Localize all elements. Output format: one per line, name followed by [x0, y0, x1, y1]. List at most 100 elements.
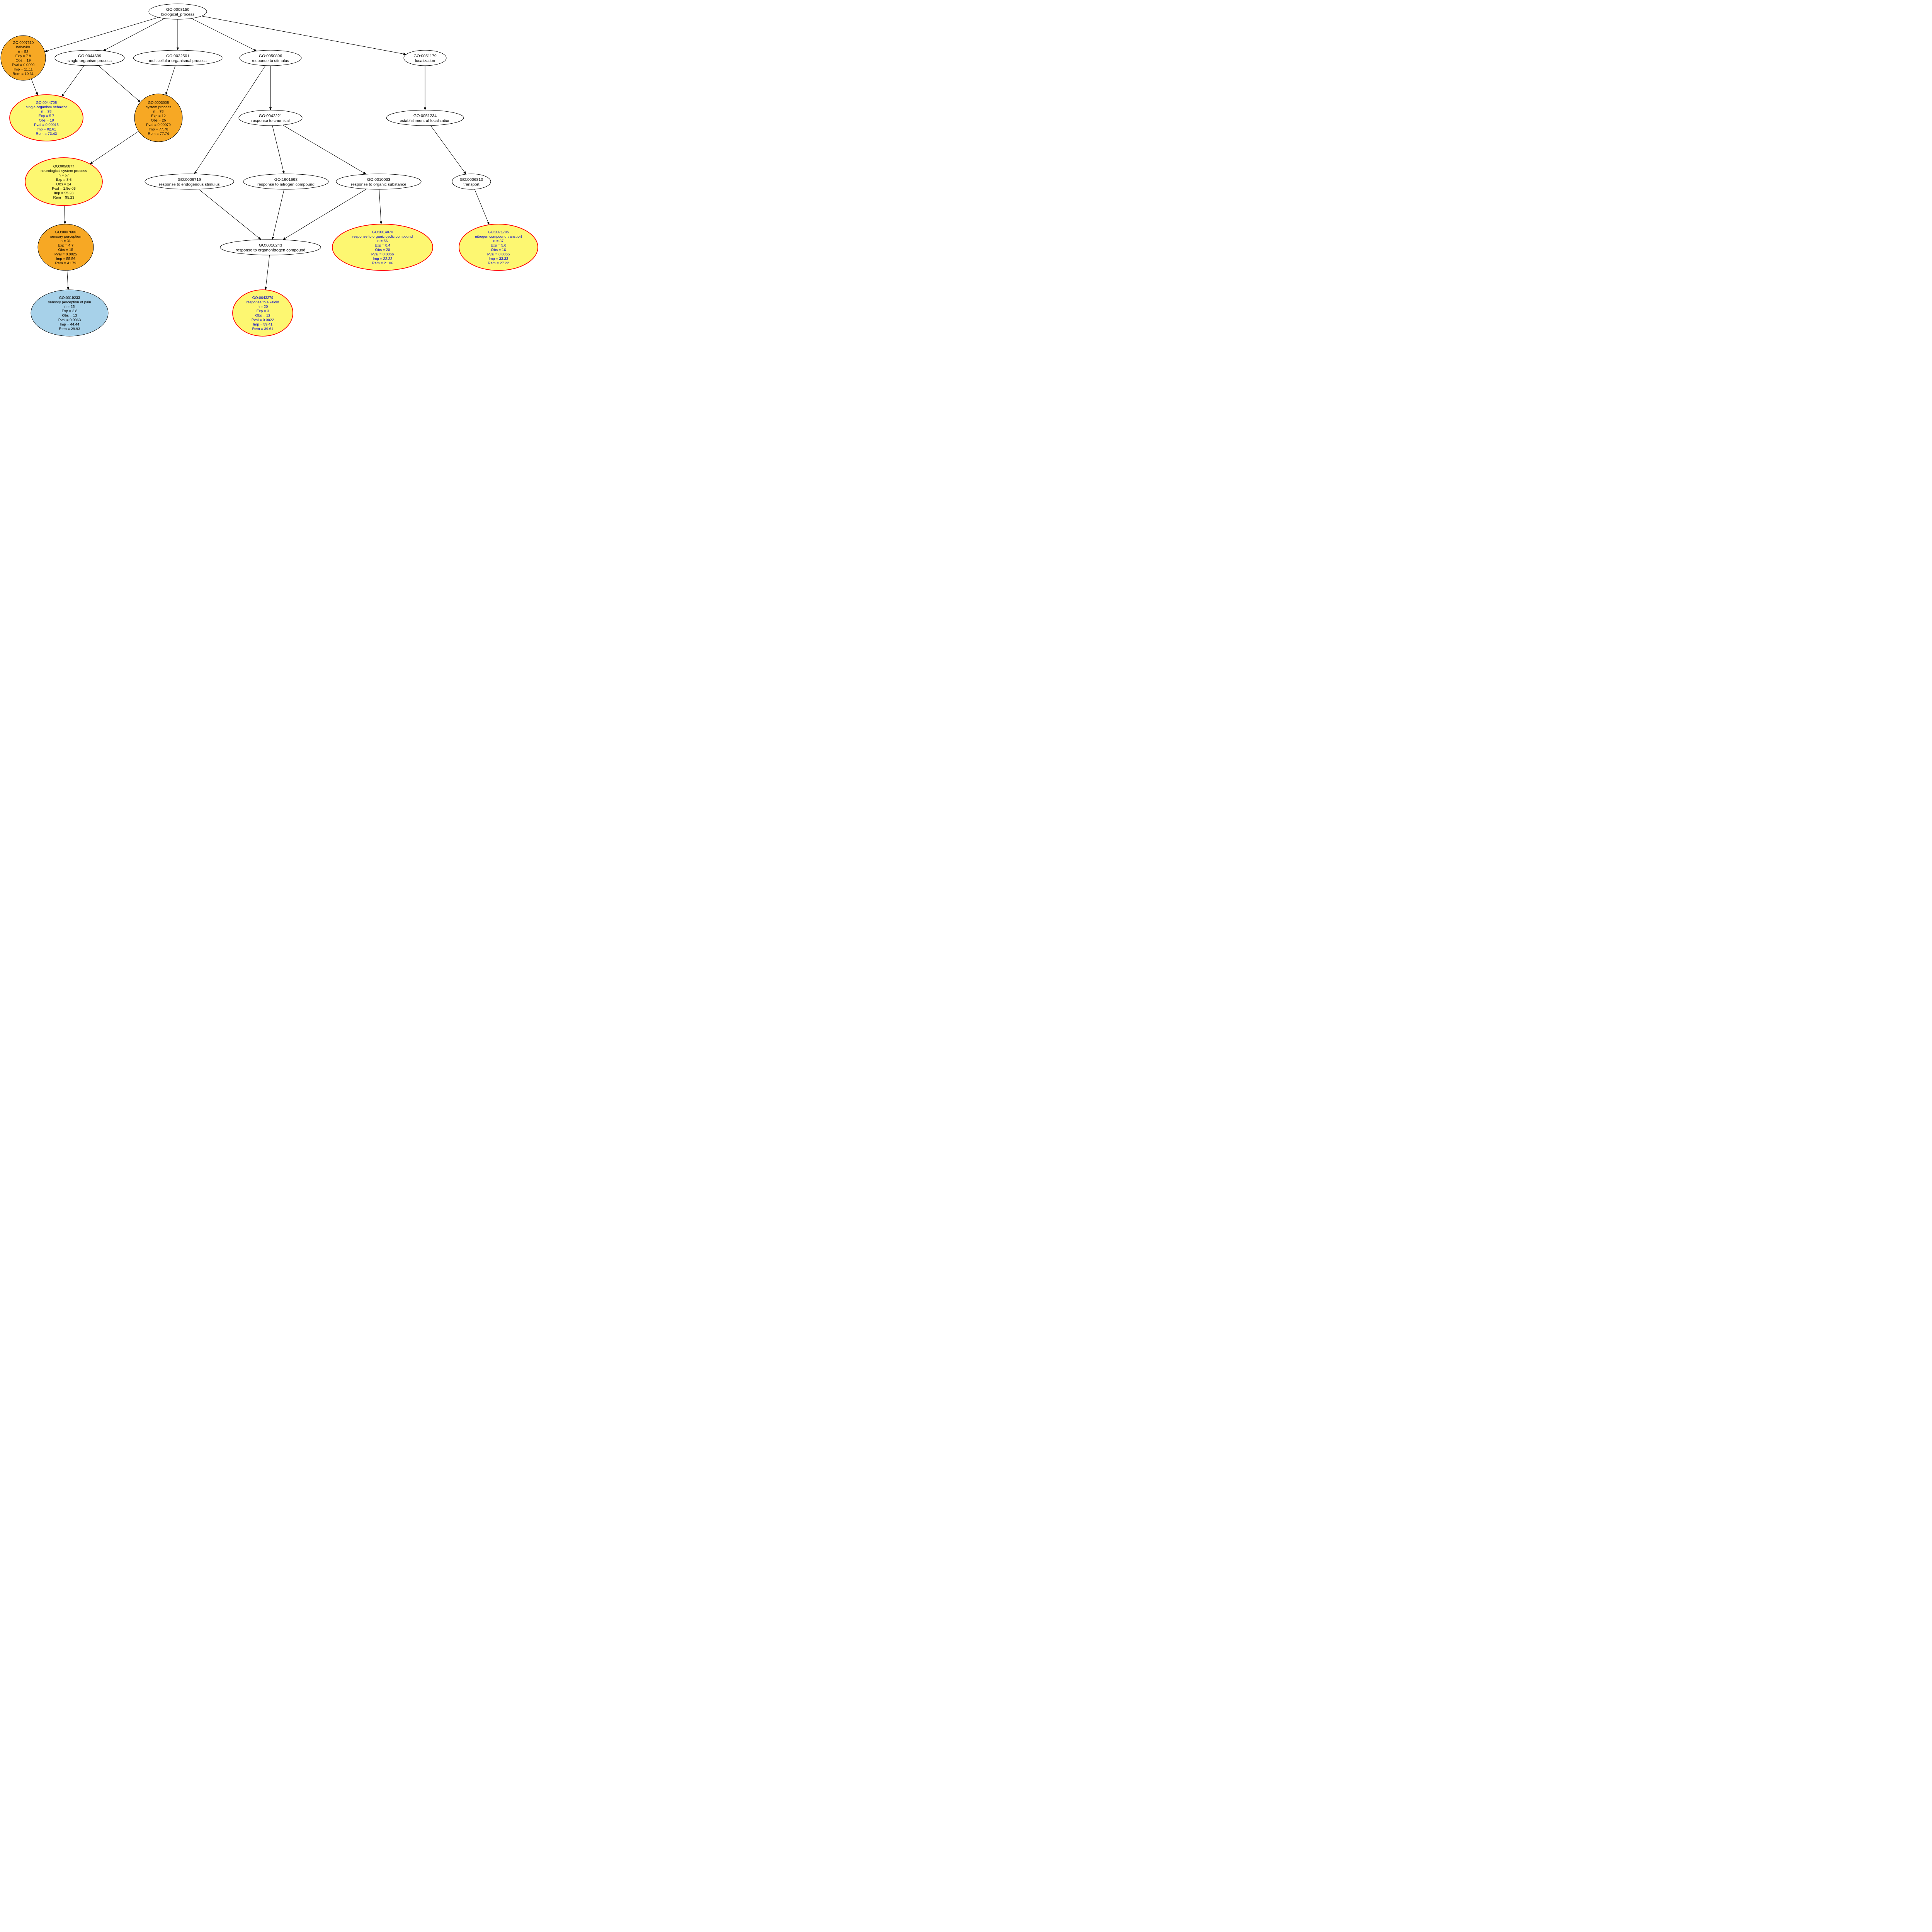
node-label-line: response to organic substance	[351, 182, 406, 187]
node-label-line: Imp = 77.78	[149, 128, 168, 132]
node-label-line: GO:0032501	[166, 54, 189, 58]
node-label-line: Rem = 39.61	[252, 327, 274, 331]
node-GO0007600: GO:0007600sensory perceptionn = 31Exp = …	[38, 224, 94, 270]
node-label-line: Rem = 41.79	[55, 261, 77, 265]
node-label-line: response to organic cyclic compound	[352, 235, 413, 239]
node-label-line: Imp = 33.33	[489, 257, 508, 261]
node-label-line: Imp = 55.56	[56, 257, 75, 261]
node-label-line: biological_process	[161, 12, 194, 17]
edge	[90, 131, 139, 164]
node-GO0003008: GO:0003008system processn = 78Exp = 12Ob…	[134, 94, 182, 142]
node-label-line: Exp = 3	[257, 309, 269, 313]
node-GO0010033: GO:0010033response to organic substance	[336, 174, 421, 189]
node-label-line: sensory perception of pain	[48, 300, 91, 304]
edge	[272, 126, 284, 174]
node-label-line: Pval = 0.0066	[371, 252, 394, 257]
node-label-line: GO:0044699	[78, 54, 101, 58]
node-GO0032501: GO:0032501multicellular organismal proce…	[133, 50, 222, 66]
node-label-line: GO:0010243	[259, 243, 282, 248]
node-label-line: Pval = 0.0025	[54, 252, 77, 257]
node-label-line: Exp = 7.8	[15, 54, 31, 58]
node-label-line: Imp = 59.41	[253, 323, 272, 327]
edge	[430, 126, 466, 174]
node-label-line: Obs = 16	[491, 248, 506, 252]
node-label-line: Pval = 0.0065	[487, 252, 510, 257]
node-label-line: Pval = 0.00015	[34, 123, 59, 127]
node-label-line: GO:0010033	[367, 177, 390, 182]
edge	[272, 189, 284, 240]
node-label-line: n = 25	[65, 305, 75, 309]
edge	[45, 17, 159, 51]
node-label-line: GO:0051179	[413, 54, 437, 58]
node-label-line: Rem = 73.43	[36, 132, 57, 136]
node-label-line: GO:0019233	[59, 296, 80, 300]
node-label-line: Obs = 19	[16, 59, 31, 63]
node-label-line: Rem = 29.93	[59, 327, 80, 331]
edge	[379, 189, 381, 224]
node-GO0044699: GO:0044699single-organism process	[55, 50, 124, 66]
node-label-line: n = 52	[18, 50, 29, 54]
edge	[282, 125, 366, 174]
node-label-line: Pval = 1.8e-06	[52, 187, 76, 191]
node-label-line: single-organism process	[68, 59, 112, 63]
node-label-line: Obs = 13	[62, 314, 77, 318]
node-label-line: response to nitrogen compound	[257, 182, 315, 187]
node-GO0006810: GO:0006810transport	[452, 174, 491, 189]
edge	[474, 189, 489, 225]
edge	[191, 19, 257, 51]
node-label-line: Obs = 25	[151, 119, 166, 123]
node-label-line: Obs = 12	[255, 314, 270, 318]
node-label-line: response to chemical	[251, 119, 289, 123]
node-GO0071705: GO:0071705nitrogen compound transportn =…	[459, 224, 538, 270]
node-label-line: nitrogen compound transport	[475, 235, 522, 239]
node-label-line: response to stimulus	[252, 59, 289, 63]
node-label-line: sensory perception	[50, 235, 81, 239]
node-label-line: Exp = 12	[151, 114, 166, 118]
node-label-line: Exp = 4.7	[58, 243, 73, 248]
node-label-line: GO:0014070	[372, 230, 393, 235]
node-label-line: neurological system process	[41, 169, 87, 173]
node-label-line: GO:0007600	[55, 230, 76, 235]
node-GO1901698: GO:1901698response to nitrogen compound	[243, 174, 328, 189]
edge	[98, 65, 140, 102]
node-label-line: Rem = 21.06	[372, 261, 393, 265]
node-label-line: Exp = 3.8	[62, 309, 77, 313]
node-label-line: Pval = 0.0063	[58, 318, 81, 322]
node-GO0014070: GO:0014070response to organic cyclic com…	[332, 224, 433, 270]
node-label-line: Exp = 5.7	[39, 114, 54, 118]
node-GO0051179: GO:0051179localization	[404, 50, 446, 66]
node-label-line: Exp = 8.4	[375, 243, 390, 248]
edge	[201, 16, 406, 54]
node-label-line: Exp = 8.6	[56, 178, 71, 182]
node-GO0009719: GO:0009719response to endogenous stimulu…	[145, 174, 234, 189]
node-label-line: Imp = 95.23	[54, 191, 73, 196]
node-label-line: GO:0050877	[53, 165, 74, 169]
node-GO0051234: GO:0051234establishment of localization	[386, 110, 464, 126]
node-label-line: n = 57	[59, 173, 69, 178]
node-label-line: n = 31	[61, 239, 71, 243]
node-label-line: n = 78	[153, 110, 164, 114]
node-GO0042221: GO:0042221response to chemical	[239, 110, 302, 126]
node-label-line: behavior	[16, 45, 30, 49]
node-label-line: Rem = 10.31	[13, 72, 34, 76]
node-label-line: GO:0043279	[252, 296, 273, 300]
node-label-line: response to alkaloid	[247, 300, 279, 304]
node-GO0019233: GO:0019233sensory perception of painn = …	[31, 290, 108, 336]
node-label-line: Pval = 0.00079	[146, 123, 171, 127]
edge	[61, 66, 84, 97]
node-label-line: Rem = 77.74	[148, 132, 169, 136]
go-term-diagram: GO:0008150biological_processGO:0007610be…	[0, 0, 1932, 394]
node-label-line: Pval = 0.0099	[12, 63, 34, 67]
node-label-line: Obs = 15	[58, 248, 73, 252]
node-label-line: GO:0009719	[178, 177, 201, 182]
node-label-line: Imp = 82.61	[37, 128, 56, 132]
node-label-line: Rem = 27.22	[488, 261, 509, 265]
node-label-line: Exp = 5.6	[491, 243, 506, 248]
node-label-line: multicellular organismal process	[149, 59, 206, 63]
node-label-line: n = 38	[41, 110, 52, 114]
node-label-line: Imp = 44.44	[60, 323, 79, 327]
node-label-line: n = 37	[493, 239, 504, 243]
node-GO0007610: GO:0007610behaviorn = 52Exp = 7.8Obs = 1…	[1, 36, 46, 80]
node-label-line: Pval = 0.0022	[252, 318, 274, 322]
node-label-line: Imp = 11.11	[14, 68, 32, 72]
